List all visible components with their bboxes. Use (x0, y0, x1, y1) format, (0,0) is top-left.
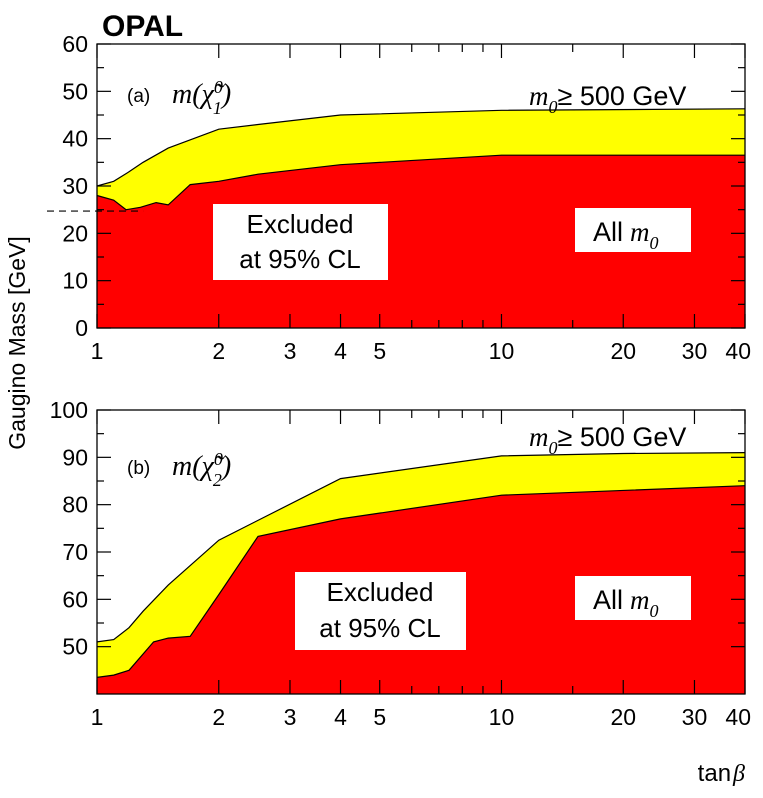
panel-b-excluded-line2: at 95% CL (319, 613, 440, 643)
panel-a-mass-label: m(χ̃0 1) (172, 77, 231, 118)
panel-a-y-tick-label: 60 (62, 31, 88, 57)
panel-a-area-all-m0 (97, 155, 745, 328)
panel-b-boundary-all-m0 (96, 485, 746, 678)
panel-b-m0-var: m (529, 422, 549, 452)
panel-a-y-tick-label: 0 (75, 315, 88, 341)
panel-b-x-tick-label: 1 (91, 704, 104, 730)
panel-a-excluded-box (213, 204, 388, 280)
panel-a-x-tick-label: 3 (284, 338, 297, 364)
panel-a-y-tick-label: 20 (62, 220, 88, 246)
panel-b-boundary-m0-500 (96, 452, 746, 643)
panel-b-chi-sup: 0 (214, 449, 223, 469)
panel-a-x-tick-label: 5 (373, 338, 386, 364)
panel-a-boundary-m0-500 (96, 108, 746, 187)
panel-b-allm0-var: m (630, 585, 650, 615)
panel-b-y-tick-label: 80 (62, 492, 88, 518)
panel-b-m0-label: m0≥ 500 GeV (529, 422, 686, 458)
panel-a-close-paren: ) (220, 79, 231, 110)
panel-a-y-tick-label: 50 (62, 78, 88, 104)
panel-b-mass-label: m(χ̃0 2) (172, 449, 231, 490)
panel-a-boundary-all-m0 (96, 154, 745, 211)
panel-a-x-tick-label: 30 (682, 338, 708, 364)
panel-b-x-tick-label: 20 (610, 704, 636, 730)
panel-a-x-tick-label: 4 (334, 338, 347, 364)
panel-b-frame (96, 409, 746, 695)
x-axis-label-beta: β (732, 761, 745, 787)
panel-b-x-tick-label: 2 (212, 704, 225, 730)
panel-b-y-tick-label: 60 (62, 586, 88, 612)
panel-a-excluded-line1: Excluded (247, 209, 354, 239)
opal-title: OPAL (102, 10, 183, 43)
panel-a-chi-sub: 1 (213, 98, 222, 118)
panel-b-y-tick-label: 50 (62, 634, 88, 660)
panel-a-x-tick-label: 40 (725, 338, 751, 364)
panel-a-excluded-line2: at 95% CL (239, 244, 360, 274)
panel-a-x-tick-label: 1 (91, 338, 104, 364)
panel-b-m0-sub: 0 (549, 438, 558, 458)
panel-a-allm0-var: m (630, 217, 650, 247)
panel-b-x-tick-label: 10 (489, 704, 515, 730)
panel-b-m0-text: ≥ 500 GeV (558, 422, 687, 452)
panel-b-close-paren: ) (220, 451, 231, 482)
panel-b-x-tick-label: 3 (284, 704, 297, 730)
panel-a-m0-label: m0≥ 500 GeV (529, 81, 686, 117)
panel-a-chi-sup: 0 (214, 77, 223, 97)
panel-b-mass-m: m( (172, 451, 203, 482)
panel-a-allm0-sub: 0 (650, 233, 659, 253)
panel-a-y-tick-label: 10 (62, 268, 88, 294)
panel-a-x-tick-label: 2 (212, 338, 225, 364)
panel-b-x-tick-label: 4 (334, 704, 347, 730)
panel-b-allm0-box (575, 576, 691, 620)
panel-b-allm0-text: All (593, 585, 623, 615)
panel-a-y-tick-label: 40 (62, 126, 88, 152)
panel-a-m0-var: m (529, 81, 549, 111)
panel-a-mass-m: m( (172, 79, 203, 110)
panel-a-label: (a) (127, 86, 150, 107)
panel-b-x-tick-label: 30 (682, 704, 708, 730)
panel-b-label: (b) (127, 458, 150, 479)
panel-a-allm0-label: All m0 (593, 217, 659, 253)
panel-a-x-tick-label: 20 (610, 338, 636, 364)
panel-b-x-tick-label: 40 (725, 704, 751, 730)
panel-b-allm0-label: All m0 (593, 585, 659, 621)
panel-b-allm0-sub: 0 (650, 601, 659, 621)
panel-b-excluded-box (295, 572, 466, 650)
panel-a-allm0-text: All (593, 217, 623, 247)
panel-b-y-tick-label: 70 (62, 539, 88, 565)
panel-b-x-tick-label: 5 (373, 704, 386, 730)
panel-a-x-tick-label: 10 (489, 338, 515, 364)
panel-a-m0-sub: 0 (549, 97, 558, 117)
panel-b-y-tick-label: 90 (62, 444, 88, 470)
x-axis-label: tanβ (698, 760, 745, 787)
panel-a-allm0-box (575, 208, 691, 252)
panel-a-frame (96, 43, 746, 329)
panel-b-chi-sub: 2 (213, 470, 222, 490)
panel-a-m0-text: ≥ 500 GeV (558, 81, 687, 111)
panel-a-y-tick-label: 30 (62, 173, 88, 199)
panel-b-y-tick-label: 100 (50, 397, 88, 423)
panel-b-excluded-line1: Excluded (327, 577, 434, 607)
y-axis-label: Gaugino Mass [GeV] (4, 236, 30, 450)
x-axis-label-text: tan (698, 760, 731, 787)
